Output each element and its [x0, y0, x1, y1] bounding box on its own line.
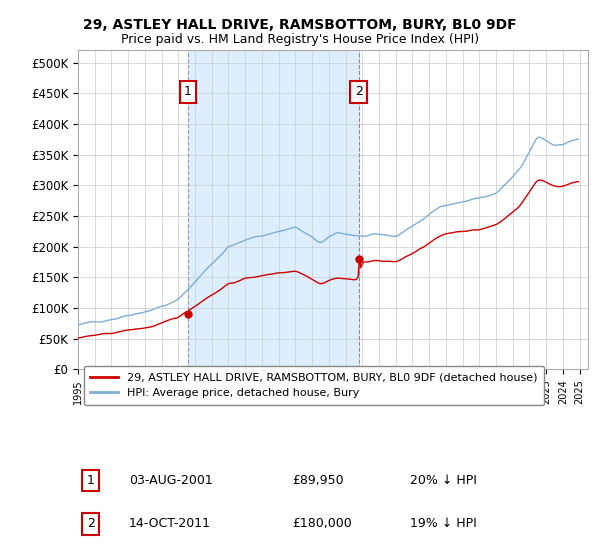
- Text: £180,000: £180,000: [292, 517, 352, 530]
- Text: 29, ASTLEY HALL DRIVE, RAMSBOTTOM, BURY, BL0 9DF: 29, ASTLEY HALL DRIVE, RAMSBOTTOM, BURY,…: [83, 18, 517, 32]
- Text: 20% ↓ HPI: 20% ↓ HPI: [409, 474, 476, 487]
- Text: 03-AUG-2001: 03-AUG-2001: [129, 474, 213, 487]
- Text: 14-OCT-2011: 14-OCT-2011: [129, 517, 211, 530]
- Bar: [188, 50, 359, 370]
- Text: Price paid vs. HM Land Registry's House Price Index (HPI): Price paid vs. HM Land Registry's House …: [121, 32, 479, 46]
- Text: 1: 1: [87, 474, 95, 487]
- Text: 19% ↓ HPI: 19% ↓ HPI: [409, 517, 476, 530]
- Text: £89,950: £89,950: [292, 474, 344, 487]
- Text: 2: 2: [87, 517, 95, 530]
- Legend: 29, ASTLEY HALL DRIVE, RAMSBOTTOM, BURY, BL0 9DF (detached house), HPI: Average : 29, ASTLEY HALL DRIVE, RAMSBOTTOM, BURY,…: [83, 366, 544, 405]
- Text: 2: 2: [355, 85, 363, 99]
- Text: 1: 1: [184, 85, 192, 99]
